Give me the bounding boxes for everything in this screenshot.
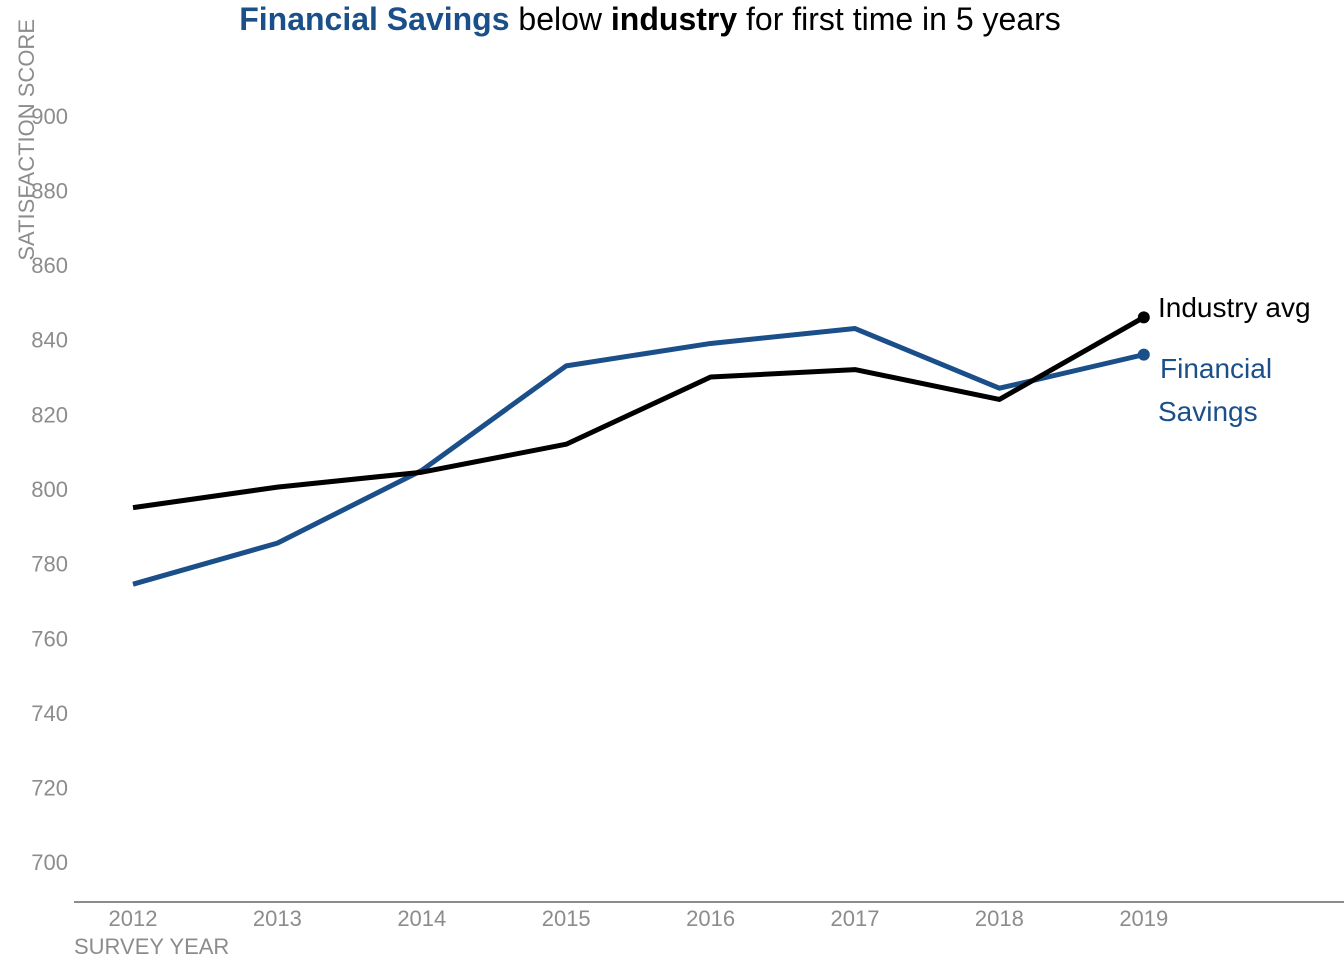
y-tick-label: 720	[31, 776, 68, 801]
series-label-financial-savings: Savings	[1158, 396, 1258, 427]
title-highlight-industry: industry	[611, 1, 737, 37]
x-tick-label: 2013	[253, 906, 302, 931]
x-tick-labels: 2012 2013 2014 2015 2016 2017 2018 2019	[109, 906, 1169, 931]
series-line-financial-savings	[132, 326, 1145, 587]
x-tick-label: 2017	[831, 906, 880, 931]
y-tick-label: 800	[31, 477, 68, 502]
series-label-financial-savings: Financial	[1160, 353, 1272, 384]
series-layer: Industry avg Financial Savings	[132, 292, 1311, 587]
y-tick-label: 880	[31, 178, 68, 203]
y-tick-label: 840	[31, 328, 68, 353]
title-text-2: for first time in 5 years	[737, 1, 1061, 37]
series-label-industry-avg: Industry avg	[1158, 292, 1311, 323]
y-tick-label: 860	[31, 253, 68, 278]
y-tick-labels: 700 720 740 760 780 800 820 840 860 880 900	[31, 104, 68, 875]
y-tick-label: 820	[31, 402, 68, 427]
y-tick-label: 900	[31, 104, 68, 129]
title-highlight-series: Financial Savings	[239, 1, 509, 37]
series-end-point-industry-avg	[1137, 311, 1150, 324]
x-tick-label: 2015	[542, 906, 591, 931]
series-end-point-financial-savings	[1137, 348, 1150, 361]
chart-title: Financial Savings below industry for fir…	[239, 1, 1061, 37]
x-tick-label: 2018	[975, 906, 1024, 931]
x-tick-label: 2019	[1119, 906, 1168, 931]
title-text-1: below	[510, 1, 611, 37]
y-axis-title: SATISFACTION SCORE	[14, 19, 39, 261]
x-tick-label: 2012	[109, 906, 158, 931]
y-tick-label: 780	[31, 552, 68, 577]
x-tick-label: 2016	[686, 906, 735, 931]
x-tick-label: 2014	[397, 906, 446, 931]
series-line-industry-avg	[132, 315, 1146, 511]
y-tick-label: 760	[31, 626, 68, 651]
y-tick-label: 700	[31, 850, 68, 875]
x-axis-title: SURVEY YEAR	[74, 934, 229, 959]
y-tick-label: 740	[31, 701, 68, 726]
